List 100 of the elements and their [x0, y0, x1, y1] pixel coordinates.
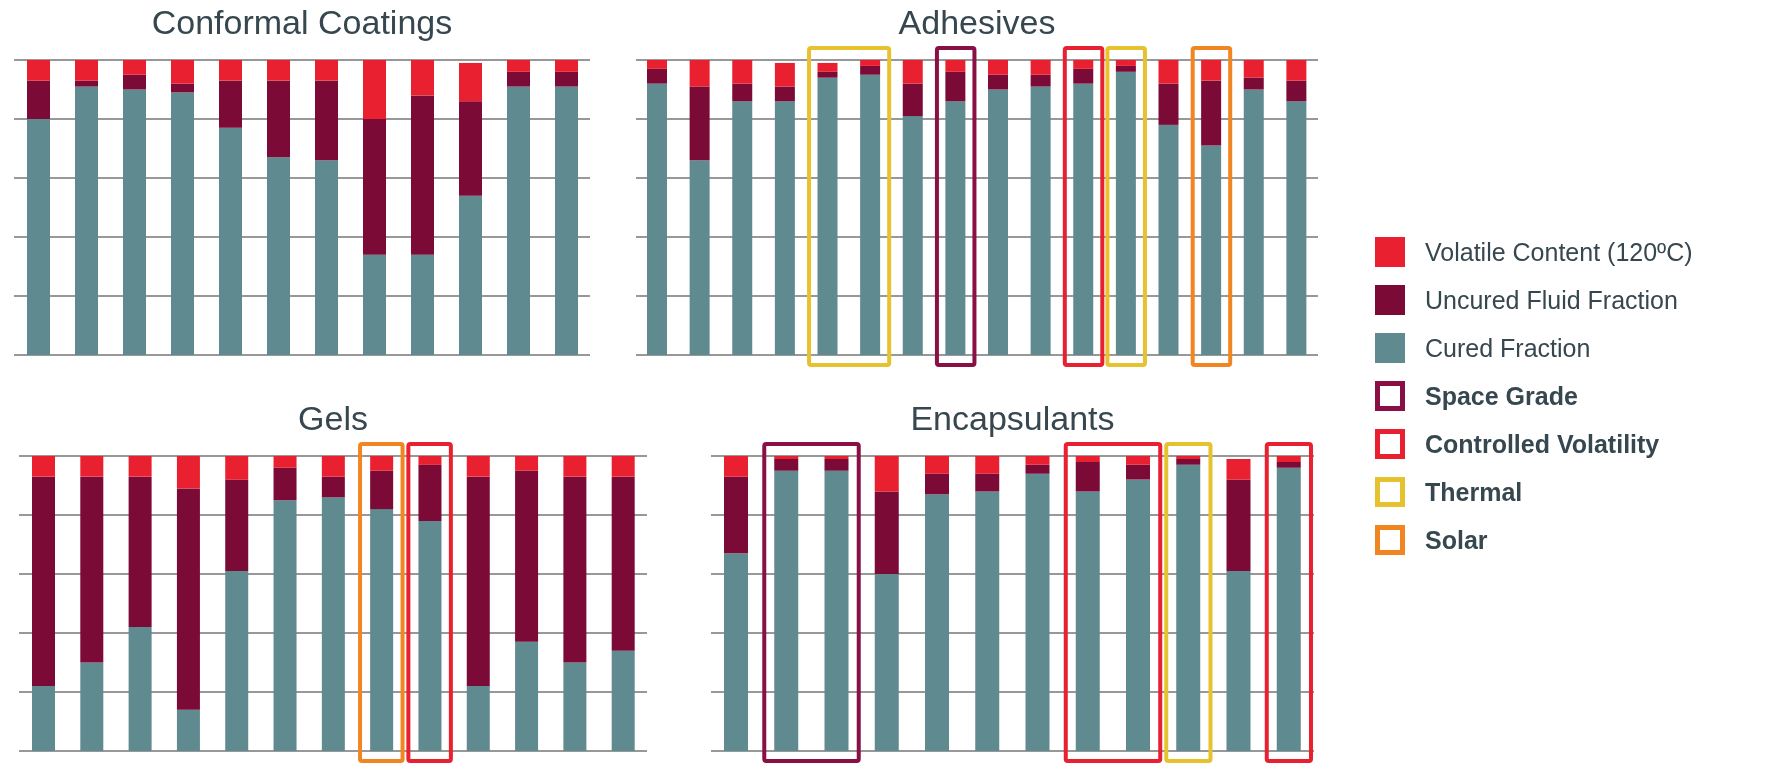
bar — [1126, 456, 1150, 465]
bar — [724, 456, 748, 477]
bar — [860, 65, 881, 75]
bar — [466, 476, 490, 687]
bar — [176, 456, 200, 489]
bar — [1243, 89, 1264, 355]
bar — [1073, 60, 1094, 69]
bar — [273, 456, 297, 468]
bar — [689, 60, 710, 87]
bar — [874, 456, 899, 492]
bar — [1158, 60, 1179, 84]
bar — [647, 60, 667, 69]
bar — [128, 476, 152, 628]
bar — [1243, 60, 1264, 78]
bar — [321, 497, 345, 751]
bar — [80, 476, 104, 663]
bar — [1073, 68, 1094, 84]
bar — [860, 60, 881, 66]
bar — [774, 62, 795, 87]
bar — [902, 83, 923, 117]
bar — [824, 456, 849, 459]
bar — [267, 60, 290, 81]
bar — [267, 157, 290, 355]
bar — [219, 80, 242, 128]
bar — [32, 476, 55, 687]
bar — [75, 80, 98, 87]
bar — [563, 662, 587, 751]
bar — [689, 160, 710, 355]
bar — [418, 464, 442, 521]
bar — [1286, 80, 1307, 102]
bar — [1126, 479, 1150, 751]
bar — [724, 476, 748, 554]
text: Controlled Volatility — [1425, 429, 1660, 459]
bar — [1243, 77, 1264, 90]
bar — [1115, 65, 1136, 72]
bar — [128, 456, 152, 477]
bar — [563, 456, 587, 477]
bar — [824, 458, 849, 471]
bar — [1226, 458, 1251, 480]
bar — [466, 456, 490, 477]
bar — [27, 80, 50, 119]
bar — [563, 476, 587, 663]
bar — [1176, 458, 1201, 465]
chart-title: Gels — [297, 398, 369, 439]
bar — [817, 77, 838, 355]
bar — [824, 470, 849, 751]
bar — [611, 650, 635, 751]
bar — [647, 83, 667, 355]
bar — [1030, 74, 1051, 87]
bar — [515, 456, 539, 471]
bar — [80, 456, 104, 477]
bar — [774, 456, 799, 459]
bar — [975, 491, 1000, 751]
bar — [273, 500, 297, 751]
bar — [1075, 491, 1100, 751]
bar — [171, 92, 194, 355]
bar — [176, 488, 200, 710]
legend-label: Cured Fraction — [1425, 333, 1591, 363]
bar — [774, 86, 795, 102]
bar — [902, 60, 923, 84]
bar — [647, 68, 667, 84]
bar — [418, 520, 442, 751]
bar — [689, 86, 710, 161]
bar — [732, 60, 753, 84]
bar — [32, 456, 55, 477]
bar — [555, 71, 578, 87]
bar — [466, 686, 490, 751]
bar — [219, 60, 242, 81]
bar — [315, 80, 338, 161]
bar — [1276, 456, 1301, 462]
bar — [988, 60, 1008, 75]
bar — [732, 83, 753, 102]
bar — [1126, 464, 1150, 480]
bar — [975, 456, 1000, 474]
bar — [1286, 101, 1307, 355]
bar — [724, 553, 748, 751]
bar — [507, 86, 530, 355]
bar — [1226, 571, 1251, 751]
bar — [123, 74, 146, 90]
bar — [411, 254, 434, 355]
bar — [515, 641, 539, 751]
bar — [732, 101, 753, 355]
bar — [225, 479, 249, 572]
text: Thermal — [1425, 477, 1523, 507]
bar — [321, 476, 345, 498]
legend-label: Volatile Content (120ºC) — [1425, 237, 1693, 267]
bar — [321, 456, 345, 477]
chart-title: Conformal Coatings — [150, 2, 454, 43]
bar — [370, 470, 394, 510]
bar — [75, 60, 98, 81]
bar — [1030, 60, 1051, 75]
bar — [1158, 83, 1179, 125]
bar — [171, 83, 194, 93]
bar — [80, 662, 104, 751]
bar — [418, 456, 442, 465]
bar — [363, 254, 386, 355]
legend-label: Uncured Fluid Fraction — [1425, 285, 1678, 315]
bar — [611, 456, 635, 477]
bar — [123, 89, 146, 355]
bar — [171, 60, 194, 84]
